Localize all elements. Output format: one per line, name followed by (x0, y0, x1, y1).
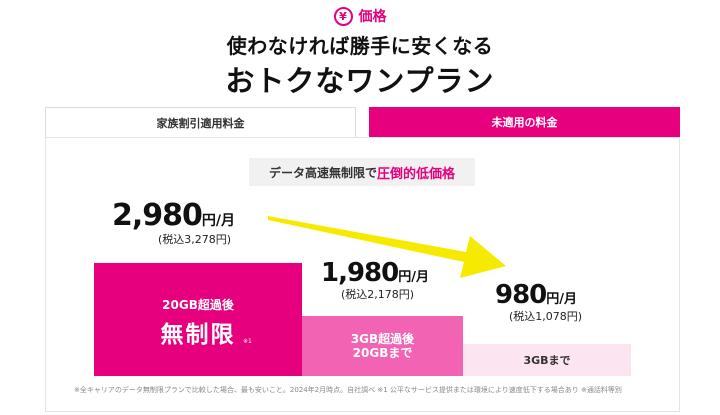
headline-tag: データ高速無制限で 圧倒的低価格 (249, 158, 475, 186)
price-badge: ¥ 価格 (0, 6, 720, 26)
data-tier-bar-3: 3GBまで (463, 344, 631, 376)
footnote: ※全キャリアのデータ無制限プランで比較した場合、最も安いこと。2024年2月時点… (74, 386, 622, 394)
price-tax: (税込1,078円) (509, 310, 583, 323)
price-tabs: 家族割引適用料金 未適用の料金 (45, 107, 680, 137)
yen-icon: ¥ (333, 6, 353, 26)
price-amount: 1,980 (321, 258, 399, 288)
bar-note: ※1 (243, 338, 252, 345)
tab-family-discount[interactable]: 家族割引適用料金 (45, 107, 356, 137)
price-tier-3: 980円/月 (税込1,078円) (495, 280, 582, 324)
bar-label: 20GB超過後 (162, 298, 234, 312)
bar-value: 20GBまで (352, 346, 413, 360)
price-unit: 円/月 (398, 270, 429, 285)
price-tier-1: 2,980円/月 (税込3,278円) (112, 198, 235, 247)
bar-value: 無制限 (160, 322, 236, 348)
headline-subtitle: 使わなければ勝手に安くなる (226, 34, 494, 58)
price-amount: 980 (495, 280, 547, 310)
data-tier-bar-1: 20GB超過後 無制限 (94, 263, 302, 376)
tab-no-discount[interactable]: 未適用の料金 (369, 107, 680, 137)
price-unit: 円/月 (546, 292, 578, 307)
data-tier-bar-2: 3GB超過後 20GBまで (302, 316, 463, 376)
headline-title: おトクなワンプラン (225, 64, 495, 98)
price-tax: (税込3,278円) (158, 233, 232, 246)
badge-label: 価格 (358, 9, 387, 25)
price-unit: 円/月 (201, 213, 236, 229)
price-amount: 2,980 (112, 198, 203, 233)
tag-prefix: データ高速無制限で (268, 165, 377, 180)
bar-label: 3GB超過後 (350, 332, 415, 346)
price-tier-2: 1,980円/月 (税込2,178円) (321, 258, 429, 302)
arrow-icon (268, 216, 506, 278)
price-tax: (税込2,178円) (341, 288, 415, 301)
tag-emphasis: 圧倒的低価格 (377, 166, 456, 182)
bar-label: 3GBまで (523, 354, 571, 367)
